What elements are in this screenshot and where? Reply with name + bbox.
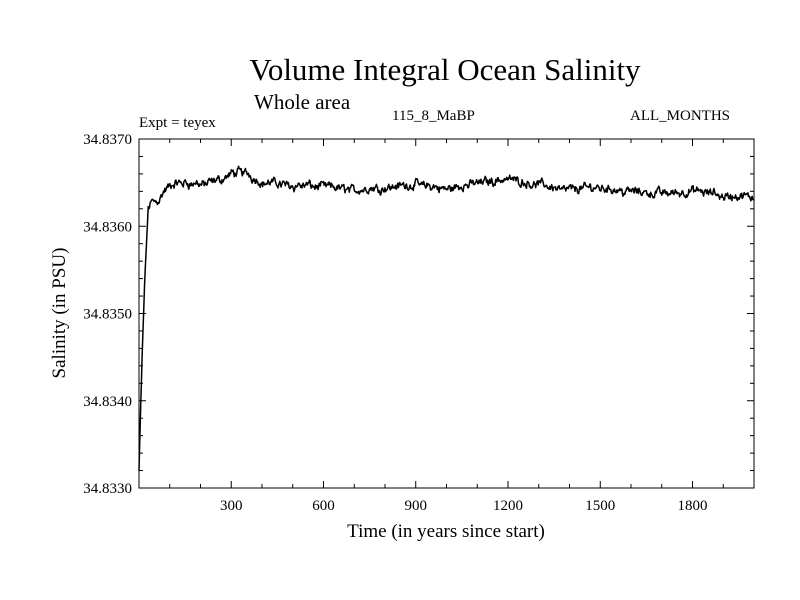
y-tick-label: 34.8330 [83, 481, 132, 497]
months-label: ALL_MONTHS [630, 108, 730, 124]
y-tick-label: 34.8340 [83, 394, 132, 410]
y-axis-label: Salinity (in PSU) [49, 248, 70, 379]
x-tick-label: 1500 [585, 498, 615, 514]
y-tick-label: 34.8350 [83, 307, 132, 323]
y-tick-label: 34.8370 [83, 132, 132, 148]
salinity-series-line [138, 165, 755, 471]
experiment-label: Expt = teyex [139, 115, 216, 131]
y-axis: 34.8330 34.8340 34.8350 34.8360 34.8370 [83, 132, 754, 497]
x-axis-label: Time (in years since start) [347, 521, 545, 542]
y-tick-label: 34.8360 [83, 219, 132, 235]
x-tick-label: 300 [220, 498, 243, 514]
plot-area [138, 165, 755, 471]
chart-subtitle: Whole area [254, 90, 351, 114]
x-tick-label: 1800 [678, 498, 708, 514]
x-tick-label: 1200 [493, 498, 523, 514]
plot-frame [138, 138, 755, 489]
x-tick-label: 600 [312, 498, 335, 514]
x-axis: 300 600 900 1200 1500 1800 [169, 139, 724, 514]
x-tick-label: 900 [405, 498, 428, 514]
period-label: 115_8_MaBP [392, 108, 475, 124]
chart-title: Volume Integral Ocean Salinity [249, 52, 641, 87]
